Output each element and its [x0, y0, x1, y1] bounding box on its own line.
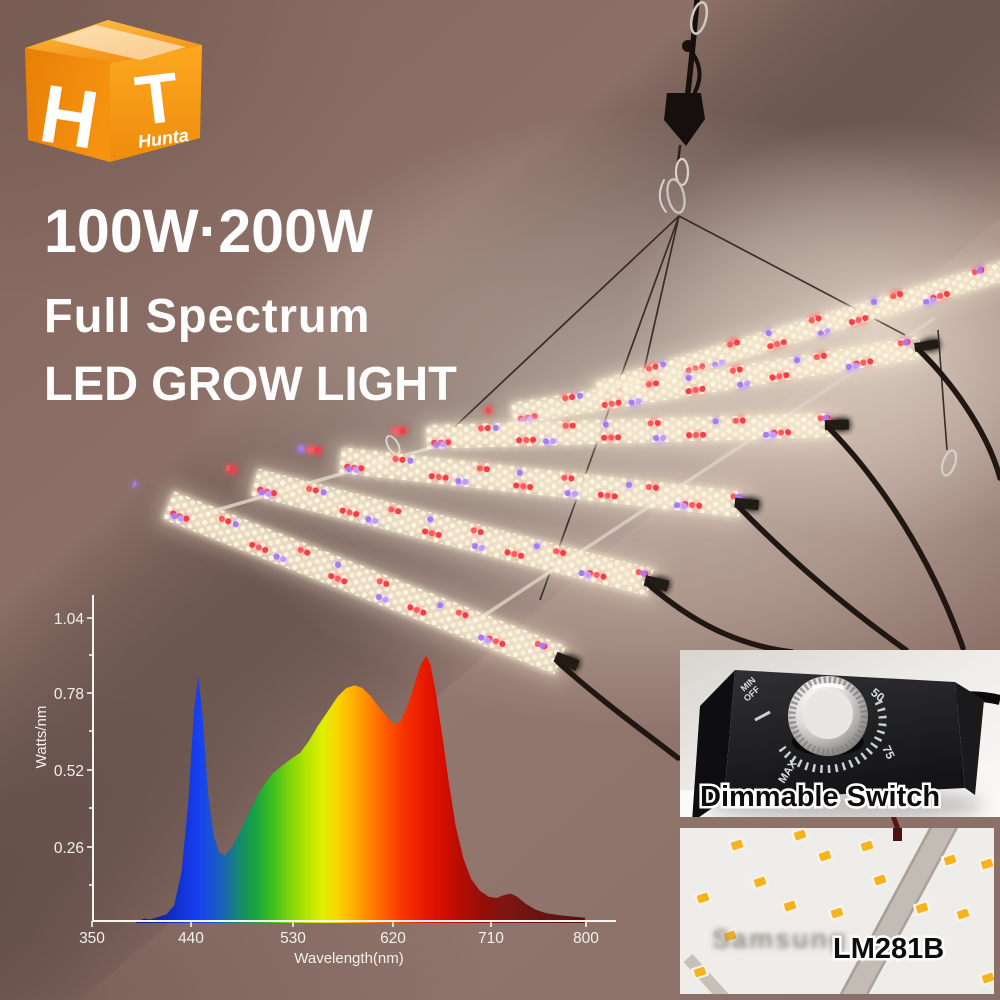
logo-box-gloss [52, 25, 186, 60]
led-bar [278, 440, 760, 527]
pcb-gap [839, 828, 957, 994]
spectrum-curve [135, 655, 586, 923]
dimmer-inset: 50 75 MAX MIN OFF Dimmable Switch [680, 650, 1000, 817]
axis-ticks [87, 617, 587, 927]
x-tick-label: 710 [478, 930, 504, 947]
led-chip-inset: Samsung LM281B [680, 828, 994, 994]
power-cables [555, 346, 1000, 832]
led-bar [125, 476, 580, 686]
logo-box-right [110, 45, 202, 162]
y-tick-label: 0.78 [54, 686, 84, 703]
knob-highlight [811, 683, 845, 690]
x-tick-label: 800 [573, 930, 599, 947]
pcb-gap-2 [683, 953, 729, 994]
led-bar [475, 329, 939, 435]
logo-letter-h: H [34, 67, 104, 166]
x-tick-label: 350 [79, 930, 105, 947]
knob-cap [803, 689, 853, 739]
logo-letter-t: T [131, 58, 183, 141]
x-tick-label: 620 [380, 930, 406, 947]
led-bar [221, 460, 670, 606]
hook-icon [658, 179, 667, 213]
dial-ticks [778, 695, 887, 774]
y-tick-label: 0.26 [54, 840, 84, 857]
y-axis-title: Watts/nm [33, 706, 50, 769]
spectrum-chart: 1.04 0.78 0.52 0.26 350 440 530 620 710 … [33, 595, 616, 967]
carabiner-icon [674, 157, 690, 187]
loop-wire [937, 329, 948, 451]
dial-pointer-mark [754, 710, 771, 722]
led-chip-caption: LM281B [833, 933, 944, 965]
rope-tail [687, 46, 702, 94]
chart-axes [92, 595, 616, 922]
brand-logo: H T Hunta [25, 20, 202, 166]
x-tick-label: 440 [178, 930, 204, 947]
top-carabiner-icon [689, 1, 709, 35]
x-tick-label: 530 [280, 930, 306, 947]
dial-label-75: 75 [879, 743, 898, 761]
ratchet-hanger [664, 93, 705, 146]
y-tick-label: 1.04 [54, 611, 85, 628]
logo-box-left [25, 48, 110, 162]
cable-stub [893, 828, 902, 841]
hanger-assembly [658, 0, 709, 214]
dimmer-box-side [692, 670, 735, 817]
x-axis-title: Wavelength(nm) [294, 950, 403, 967]
knob-knurl [788, 676, 868, 756]
hanger-link [676, 144, 682, 164]
pcb-edge [839, 828, 933, 994]
dimmer-box-right [955, 682, 984, 795]
wire-loop-icon [940, 449, 958, 477]
dimmer-caption: Dimmable Switch [700, 781, 940, 813]
pcb-edge [865, 828, 959, 994]
carabiner-icon-2 [666, 178, 686, 214]
y-tick-label: 0.52 [54, 763, 84, 780]
blurred-brand-text: Samsung [712, 924, 848, 954]
led-bar [380, 406, 849, 458]
